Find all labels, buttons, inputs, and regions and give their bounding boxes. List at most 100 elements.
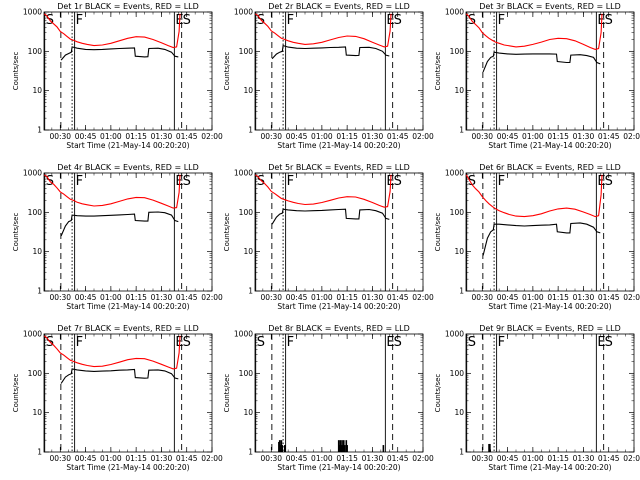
chart-title: Det 9r BLACK = Events, RED = LLD	[479, 324, 621, 333]
y-tick-label: 100	[239, 208, 254, 217]
y-axis-label: Counts/sec	[12, 213, 20, 252]
y-axis-label: Counts/sec	[223, 52, 231, 91]
y-tick-label: 10	[32, 247, 42, 256]
x-tick-label: 01:45	[387, 293, 409, 302]
y-tick-label: 1	[248, 287, 253, 296]
x-tick-label: 01:15	[125, 454, 147, 463]
x-axis-label: Start Time (21-May-14 00:20:20)	[277, 141, 400, 150]
x-tick-label: 00:30	[260, 293, 282, 302]
marker-label: E	[597, 335, 605, 350]
x-tick-label: 01:15	[336, 293, 358, 302]
x-tick-label: 01:15	[547, 293, 569, 302]
chart-title: Det 7r BLACK = Events, RED = LLD	[57, 324, 199, 333]
x-tick-label: 01:30	[151, 454, 173, 463]
marker-label: S	[605, 335, 613, 350]
x-tick-label: 00:45	[75, 132, 97, 141]
y-axis-label: Counts/sec	[434, 213, 442, 252]
x-tick-label: 00:30	[471, 132, 493, 141]
x-tick-label: 00:30	[49, 454, 71, 463]
y-tick-label: 100	[28, 208, 43, 217]
x-tick-label: 00:30	[471, 293, 493, 302]
panel-det-8: Det 8r BLACK = Events, RED = LLD 1 10 100 10…	[223, 324, 434, 472]
marker-label: S	[605, 13, 613, 28]
x-tick-label: 01:45	[176, 132, 198, 141]
x-tick-label: 01:15	[125, 132, 147, 141]
x-tick-label: 01:15	[547, 454, 569, 463]
marker-label: F	[76, 13, 83, 28]
panel-det-6: Det 6r BLACK = Events, RED = LLD 1 10 100 10…	[434, 163, 640, 311]
y-tick-label: 100	[28, 47, 43, 56]
marker-label: S	[468, 174, 476, 189]
x-tick-label: 02:00	[412, 454, 434, 463]
lld-series-line	[255, 174, 392, 208]
x-tick-label: 00:30	[471, 454, 493, 463]
x-tick-label: 01:45	[598, 293, 620, 302]
chart-title: Det 4r BLACK = Events, RED = LLD	[57, 163, 199, 172]
chart-title: Det 1r BLACK = Events, RED = LLD	[57, 2, 199, 11]
x-tick-label: 01:45	[387, 454, 409, 463]
panel-det-3: Det 3r BLACK = Events, RED = LLD 1 10 100 10…	[434, 2, 640, 150]
x-tick-label: 00:30	[49, 132, 71, 141]
y-tick-label: 1000	[23, 169, 42, 178]
lld-series-line	[465, 174, 603, 218]
plot-frame	[43, 333, 213, 453]
y-tick-label: 100	[28, 369, 43, 378]
y-tick-label: 100	[450, 208, 465, 217]
x-tick-label: 01:45	[598, 454, 620, 463]
marker-label: F	[76, 335, 83, 350]
x-tick-label: 01:00	[100, 132, 122, 141]
marker-label: S	[605, 174, 613, 189]
x-axis-label: Start Time (21-May-14 00:20:20)	[66, 463, 189, 472]
plot-frame	[254, 11, 424, 131]
x-tick-label: 00:45	[75, 454, 97, 463]
y-axis-label: Counts/sec	[12, 374, 20, 413]
y-tick-label: 10	[454, 247, 464, 256]
x-axis-label: Start Time (21-May-14 00:20:20)	[488, 463, 611, 472]
marker-label: E	[386, 335, 394, 350]
y-tick-label: 10	[243, 247, 253, 256]
y-tick-label: 1	[248, 126, 253, 135]
panel-det-7: Det 7r BLACK = Events, RED = LLD 1 10 100 10…	[12, 324, 223, 472]
x-tick-label: 01:30	[362, 132, 384, 141]
x-tick-label: 02:00	[201, 293, 223, 302]
x-tick-label: 01:30	[573, 132, 595, 141]
x-axis-label: Start Time (21-May-14 00:20:20)	[66, 302, 189, 311]
marker-label: F	[287, 335, 294, 350]
events-series-line	[482, 51, 601, 73]
lld-series-line	[43, 13, 181, 49]
x-axis-label: Start Time (21-May-14 00:20:20)	[277, 463, 400, 472]
x-tick-label: 01:30	[573, 454, 595, 463]
panel-det-2: Det 2r BLACK = Events, RED = LLD 1 10 100 10…	[223, 2, 434, 150]
x-tick-label: 00:45	[286, 454, 308, 463]
plot-frame	[465, 11, 635, 131]
x-tick-label: 01:00	[311, 132, 333, 141]
plot-frame	[254, 172, 424, 292]
y-tick-label: 100	[239, 369, 254, 378]
marker-label: F	[76, 174, 83, 189]
y-axis-label: Counts/sec	[223, 213, 231, 252]
y-tick-label: 1000	[234, 169, 253, 178]
events-series-line	[271, 44, 390, 60]
x-tick-label: 01:30	[362, 454, 384, 463]
x-tick-label: 00:45	[75, 293, 97, 302]
plot-frame	[465, 172, 635, 292]
x-tick-label: 01:15	[125, 293, 147, 302]
plot-frame	[254, 333, 424, 453]
marker-label: F	[498, 13, 505, 28]
x-tick-label: 01:00	[522, 132, 544, 141]
x-tick-label: 01:30	[362, 293, 384, 302]
chart-title: Det 3r BLACK = Events, RED = LLD	[479, 2, 621, 11]
y-tick-label: 100	[239, 47, 254, 56]
plot-frame	[465, 333, 635, 453]
marker-label: S	[257, 174, 265, 189]
events-series-line	[482, 222, 601, 256]
panel-det-5: Det 5r BLACK = Events, RED = LLD 1 10 100 10…	[223, 163, 434, 311]
events-series-line	[271, 208, 390, 225]
y-tick-label: 1000	[445, 169, 464, 178]
x-tick-label: 00:45	[497, 132, 519, 141]
y-axis-label: Counts/sec	[12, 52, 20, 91]
plot-frame	[43, 11, 213, 131]
marker-label: F	[498, 335, 505, 350]
y-tick-label: 1000	[234, 330, 253, 339]
y-tick-label: 1	[459, 126, 464, 135]
